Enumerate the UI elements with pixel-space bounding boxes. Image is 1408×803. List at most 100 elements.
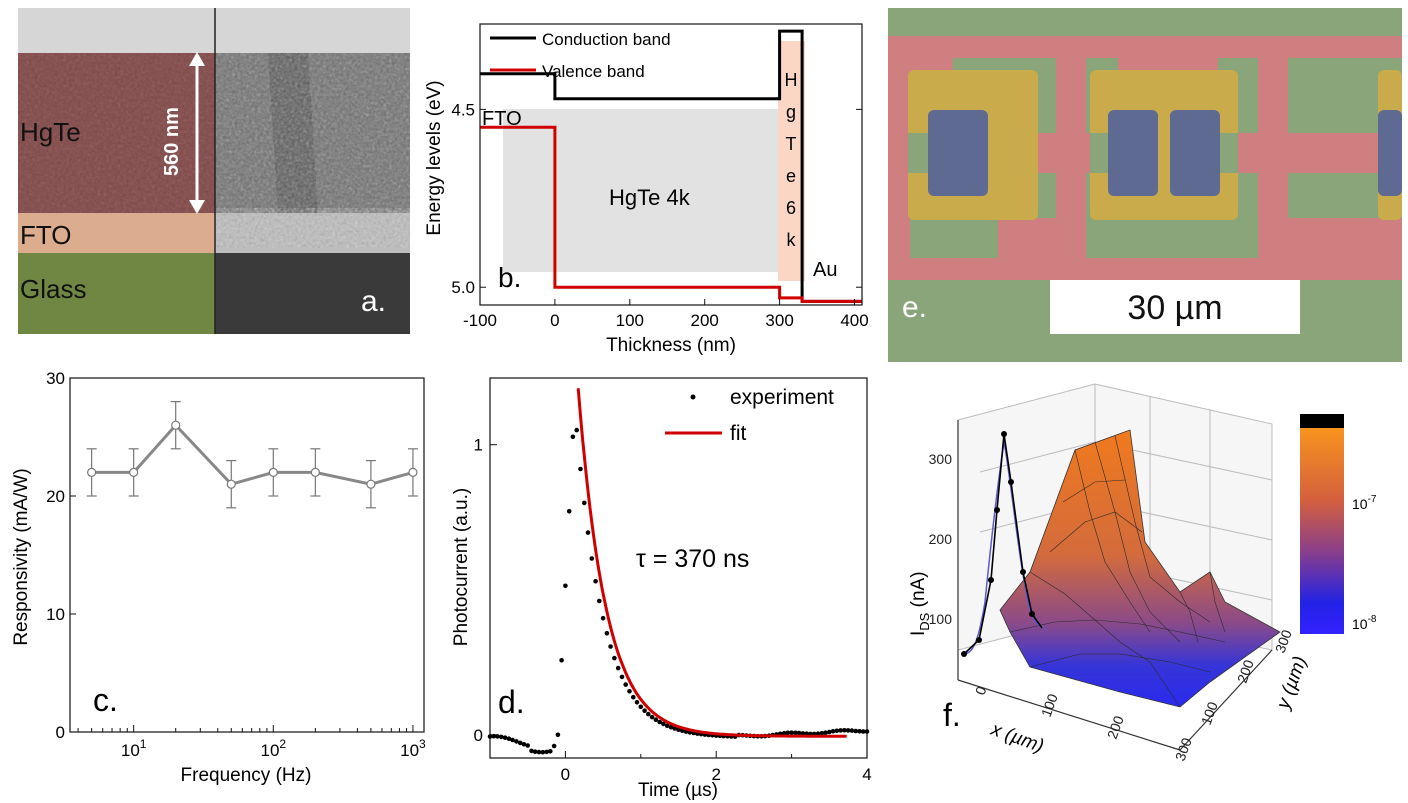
experiment-point	[563, 583, 568, 589]
experiment-point	[544, 749, 549, 755]
experiment-point	[664, 723, 670, 728]
y-axis-label: Responsivity (mA/W)	[11, 468, 32, 645]
hgte6k-region	[778, 41, 805, 281]
experiment-point	[646, 711, 651, 717]
responsivity-point	[268, 467, 278, 478]
panel-c-letter: c.	[93, 682, 118, 718]
legend-fit-label: fit	[730, 422, 747, 445]
hgte6k-letter: 6	[786, 198, 796, 218]
scale-bar-box	[1050, 280, 1300, 334]
experiment-point	[668, 724, 674, 730]
hgte6k-letter: k	[787, 230, 797, 250]
x-tick-300: 300	[1172, 735, 1195, 763]
fto-label: FTO	[482, 108, 522, 130]
y-tick-label: 5.0	[451, 278, 475, 297]
fto-color-overlay	[18, 213, 215, 253]
responsivity-point	[129, 467, 139, 478]
experiment-point	[570, 434, 576, 440]
experiment-point	[600, 615, 606, 621]
hgte6k-letter: T	[786, 134, 797, 154]
experiment-point	[566, 509, 572, 514]
hgte-color-overlay	[18, 53, 215, 213]
experiment-point	[491, 733, 497, 739]
y-tick-label: 0	[474, 726, 483, 745]
y-tick-200: 200	[1234, 657, 1257, 685]
experiment-point	[845, 728, 851, 733]
experiment-point	[853, 728, 858, 734]
x-axis-label: Thickness (nm)	[606, 335, 736, 356]
glass-color-overlay	[18, 253, 215, 334]
y-tick-label: 0	[56, 723, 65, 742]
top-vacuum-region	[18, 8, 410, 53]
x-tick-0: 0	[972, 684, 990, 697]
gold-pad-gaps	[908, 133, 1238, 173]
y-tick-label: 20	[46, 487, 65, 506]
experiment-point	[631, 694, 636, 700]
panel-c-responsivity-chart: 0 10 20 30 101 102 103 c. Frequency (Hz) Respo…	[11, 369, 426, 786]
experiment-point	[657, 719, 662, 725]
experiment-point	[653, 717, 659, 722]
y-axis-label: Photocurrent (a.u.)	[451, 488, 472, 646]
experiment-point	[555, 732, 561, 738]
experiment-point	[510, 737, 515, 743]
experiment-point	[487, 734, 493, 739]
y-tick-label: 1	[474, 436, 483, 455]
svg-text:10-8: 10-8	[1352, 614, 1377, 632]
x-axis-label: Time (µs)	[638, 780, 718, 801]
experiment-point	[514, 739, 519, 744]
front-axes	[957, 420, 1273, 751]
x-tick-label: 2	[711, 765, 720, 784]
experiment-point	[551, 743, 557, 749]
z-tick-200: 200	[929, 531, 953, 547]
experiment-point	[634, 700, 640, 705]
thickness-label: 560 nm	[161, 107, 183, 176]
experiment-point	[574, 427, 579, 433]
x-axis-label: x (µm)	[987, 719, 1046, 758]
svg-text:IDS (nA): IDS (nA)	[908, 571, 932, 636]
x-tick-label: 101	[121, 737, 147, 760]
experiment-point	[864, 729, 870, 734]
experiment-point	[857, 729, 862, 734]
experiment-point	[521, 742, 527, 747]
experiment-point	[540, 749, 546, 755]
y-tick-label: 10	[46, 605, 65, 624]
responsivity-line	[91, 422, 414, 486]
panel-e-letter: e.	[902, 291, 927, 324]
hgte4k-label: HgTe 4k	[609, 185, 691, 210]
x-tick-label: 400	[840, 311, 868, 330]
legend-experiment-marker	[690, 394, 696, 400]
hgte-layer-label: HgTe	[20, 117, 81, 147]
experiment-point	[593, 578, 598, 584]
x-tick-label: 300	[765, 311, 793, 330]
panel-a-letter: a.	[361, 285, 386, 318]
fit-curve	[576, 388, 847, 738]
x-axis-label: Frequency (Hz)	[181, 765, 312, 786]
experiment-point	[612, 655, 617, 661]
experiment-point	[536, 749, 542, 755]
experiment-point	[529, 748, 534, 754]
experiment-point	[827, 729, 832, 735]
y-tick-300: 300	[1272, 627, 1295, 655]
experiment-point	[502, 735, 508, 740]
colorbar: 10-7 10-8	[1300, 414, 1377, 634]
x-tick-label: 4	[862, 765, 871, 784]
y-axis-label: Energy levels (eV)	[424, 80, 445, 235]
experiment-point	[495, 734, 500, 739]
plot-frame	[489, 377, 868, 759]
responsivity-point	[408, 467, 418, 478]
x-tick-label: 102	[260, 737, 286, 760]
experiment-point	[830, 729, 836, 734]
experiment-point	[608, 644, 613, 649]
x-tick-100: 100	[1038, 691, 1061, 719]
x-tick-label: -100	[463, 311, 497, 330]
y-tick-label: 4.5	[451, 100, 475, 119]
panel-e-device-image: 30 µm e.	[888, 8, 1402, 362]
experiment-point	[585, 530, 591, 535]
responsivity-point	[366, 479, 376, 489]
responsivity-point	[226, 479, 236, 489]
blue-contacts	[928, 110, 1402, 196]
x-tick-200: 200	[1104, 713, 1127, 741]
experiment-point	[548, 749, 553, 754]
hgte6k-label: HgTe 6 k	[785, 70, 798, 250]
experiment-point	[838, 728, 843, 733]
